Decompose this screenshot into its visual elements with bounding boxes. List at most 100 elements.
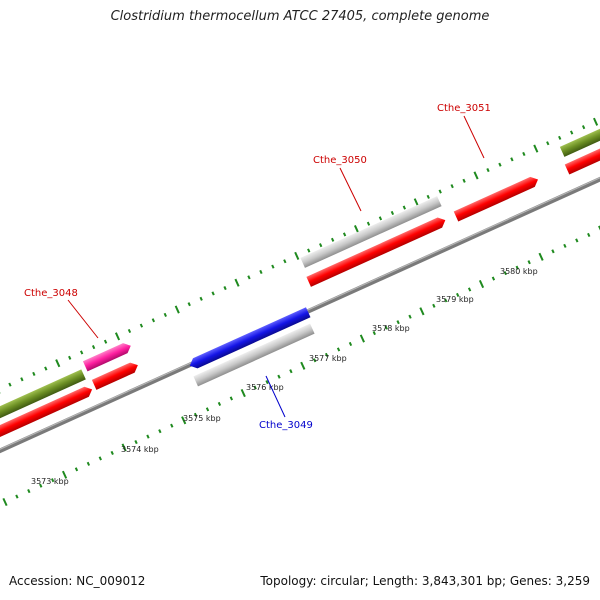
gene-red-left-shape (0, 386, 93, 440)
upper-track-tick (522, 151, 526, 157)
lower-track-tick (50, 478, 55, 483)
upper-track-tick (510, 157, 514, 162)
upper-track-tick (390, 210, 395, 216)
lower-track-tick (205, 407, 210, 412)
upper-track-tick (402, 205, 406, 210)
upper-track-tick (366, 221, 371, 226)
lower-track-tick (134, 440, 138, 445)
lower-track-tick (74, 467, 79, 472)
lower-track-tick (336, 347, 341, 352)
lower-track-tick (478, 279, 485, 289)
upper-track-tick (234, 278, 240, 287)
upper-track-tick (570, 130, 574, 135)
gene-gray-upper[interactable] (300, 196, 442, 268)
lower-track-tick (2, 497, 8, 507)
lower-track-tick (253, 385, 257, 390)
callout-line (463, 115, 485, 159)
upper-track-tick (211, 291, 215, 296)
upper-track-tick (319, 243, 323, 248)
lower-track-tick (110, 450, 114, 456)
gene-cthe-3049[interactable] (188, 307, 311, 371)
lower-track-tick (289, 369, 293, 374)
lower-track-tick (503, 271, 507, 276)
gene-red-left-2-shape (91, 362, 138, 390)
scale-label-3575: 3575 kbp (183, 414, 221, 423)
lower-track-tick (527, 260, 531, 265)
lower-track-tick (396, 320, 400, 325)
lower-track-tick (384, 325, 388, 330)
upper-track-tick (546, 141, 550, 146)
upper-track-tick (581, 125, 586, 130)
gene-olive-left[interactable] (0, 369, 86, 421)
gene-cthe-3050[interactable] (306, 215, 447, 287)
upper-track-tick (247, 275, 251, 280)
gene-cthe-3048[interactable] (82, 341, 133, 372)
lower-track-tick (538, 252, 544, 261)
lower-track-tick (563, 243, 567, 248)
upper-track-tick (438, 189, 442, 194)
upper-track-tick (187, 302, 191, 307)
lower-track-tick (467, 287, 472, 292)
lower-track-tick (15, 494, 19, 499)
lower-track-tick (300, 361, 306, 370)
callout-line (339, 167, 362, 212)
lower-track-tick (419, 307, 425, 316)
gene-cthe-3049-shape (189, 307, 311, 369)
lower-track-tick (265, 380, 269, 385)
upper-track-tick (127, 328, 132, 334)
gene-cthe-3051-shape (453, 176, 538, 222)
lower-track-tick (121, 443, 127, 452)
tick-tracks (0, 117, 600, 507)
upper-track-tick (473, 171, 479, 180)
upper-track-tick (426, 194, 430, 199)
gene-label-cthe-3050[interactable]: Cthe_3050 (313, 155, 367, 212)
gene-gray-middle-shape (193, 323, 315, 387)
scale-label-3578: 3578 kbp (372, 324, 410, 333)
gene-label-cthe-3048[interactable]: Cthe_3048 (24, 288, 99, 339)
gene-cthe-3051[interactable] (453, 174, 541, 222)
upper-track-tick (353, 225, 360, 234)
lower-track-tick (158, 429, 162, 434)
gene-label-cthe-3051[interactable]: Cthe_3051 (437, 103, 491, 159)
upper-track-tick (103, 339, 108, 344)
lower-track-tick (408, 314, 412, 319)
lower-track-tick (277, 374, 281, 379)
upper-track-tick (80, 350, 84, 355)
upper-track-tick (413, 198, 419, 207)
lower-track-tick (181, 416, 187, 425)
gene-red-left-2[interactable] (91, 360, 140, 390)
upper-track-tick (259, 269, 263, 275)
upper-track-tick (307, 248, 311, 253)
upper-track-tick (163, 312, 167, 317)
upper-track-tick (533, 144, 539, 153)
lower-track-tick (515, 265, 519, 270)
upper-track-tick (378, 216, 383, 221)
lower-track-tick (27, 489, 31, 494)
lower-track-tick (324, 352, 329, 357)
gene-olive-left-shape (0, 369, 86, 421)
upper-track-tick (498, 162, 502, 167)
gene-red-left[interactable] (0, 384, 94, 440)
gene-gray-middle[interactable] (193, 323, 315, 387)
lower-track-tick (313, 358, 317, 363)
upper-track-tick (486, 168, 490, 173)
scale-label-3580: 3580 kbp (500, 267, 538, 276)
gene-olive-right[interactable] (559, 127, 600, 157)
upper-track-tick (139, 323, 144, 328)
svg-text:Cthe_3049: Cthe_3049 (259, 420, 313, 431)
lower-track-tick (217, 401, 222, 406)
scale-label-3573: 3573 kbp (31, 477, 69, 486)
gene-olive-right-shape (559, 127, 600, 157)
svg-text:Cthe_3051: Cthe_3051 (437, 103, 491, 114)
upper-track-tick (20, 377, 24, 382)
upper-track-tick (32, 371, 36, 376)
callout-line (265, 375, 286, 418)
upper-track-tick (8, 382, 12, 387)
gene-label-cthe-3049[interactable]: Cthe_3049 (259, 375, 313, 431)
lower-track-tick (170, 423, 174, 428)
lower-track-tick (587, 232, 591, 238)
callout-line (67, 299, 99, 339)
lower-track-tick (146, 434, 150, 439)
